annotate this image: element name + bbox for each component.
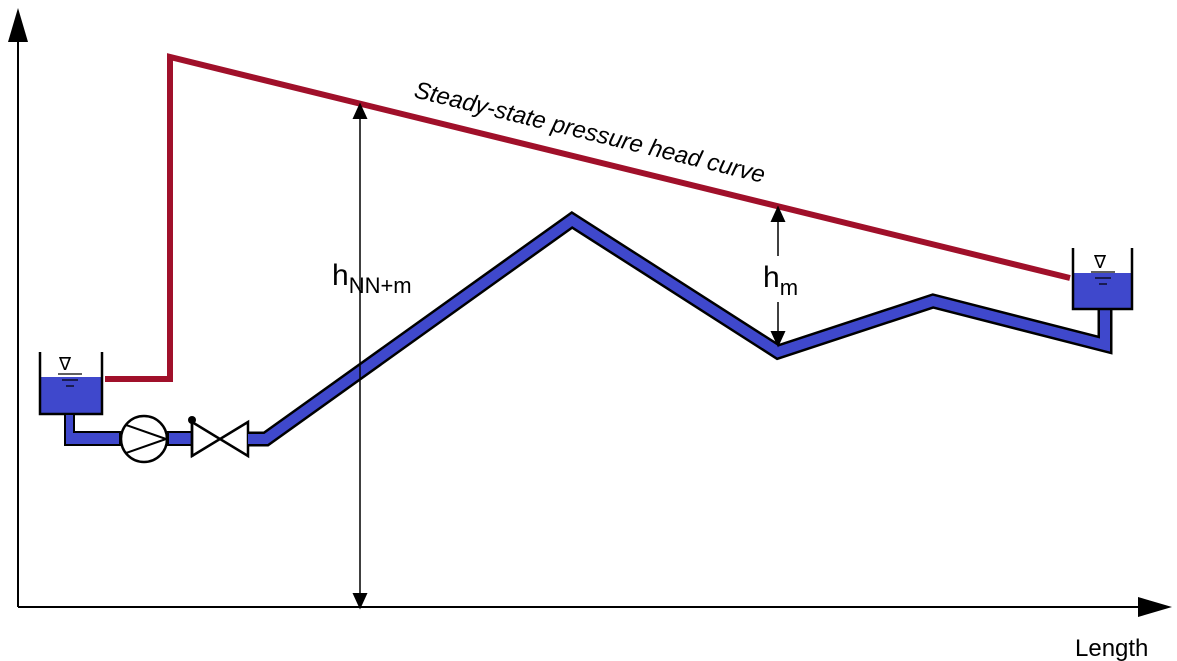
h-m-label: hm [763,261,798,300]
x-axis-arrow-icon [1138,597,1172,617]
pump-valve-pipe [167,431,193,446]
water-level-icon: ∇ [58,354,72,374]
pump-icon [119,414,169,464]
h-nn-m-dimension: hNN+m [332,102,412,610]
h-nn-m-label: hNN+m [332,259,412,298]
right-reservoir-icon: ∇ [1071,248,1134,311]
main-pipeline [248,210,1113,447]
axes: Length [8,8,1172,661]
pressure-curve-label: Steady-state pressure head curve [412,77,768,189]
inlet-pipe [64,413,121,446]
valve-icon [188,416,250,459]
left-reservoir-icon: ∇ [38,352,104,416]
x-axis-label: Length [1075,635,1148,661]
pressure-head-curve [105,53,1071,382]
water-level-icon: ∇ [1093,252,1107,272]
h-m-dimension: hm [760,205,808,348]
y-axis-arrow-icon [8,8,28,42]
